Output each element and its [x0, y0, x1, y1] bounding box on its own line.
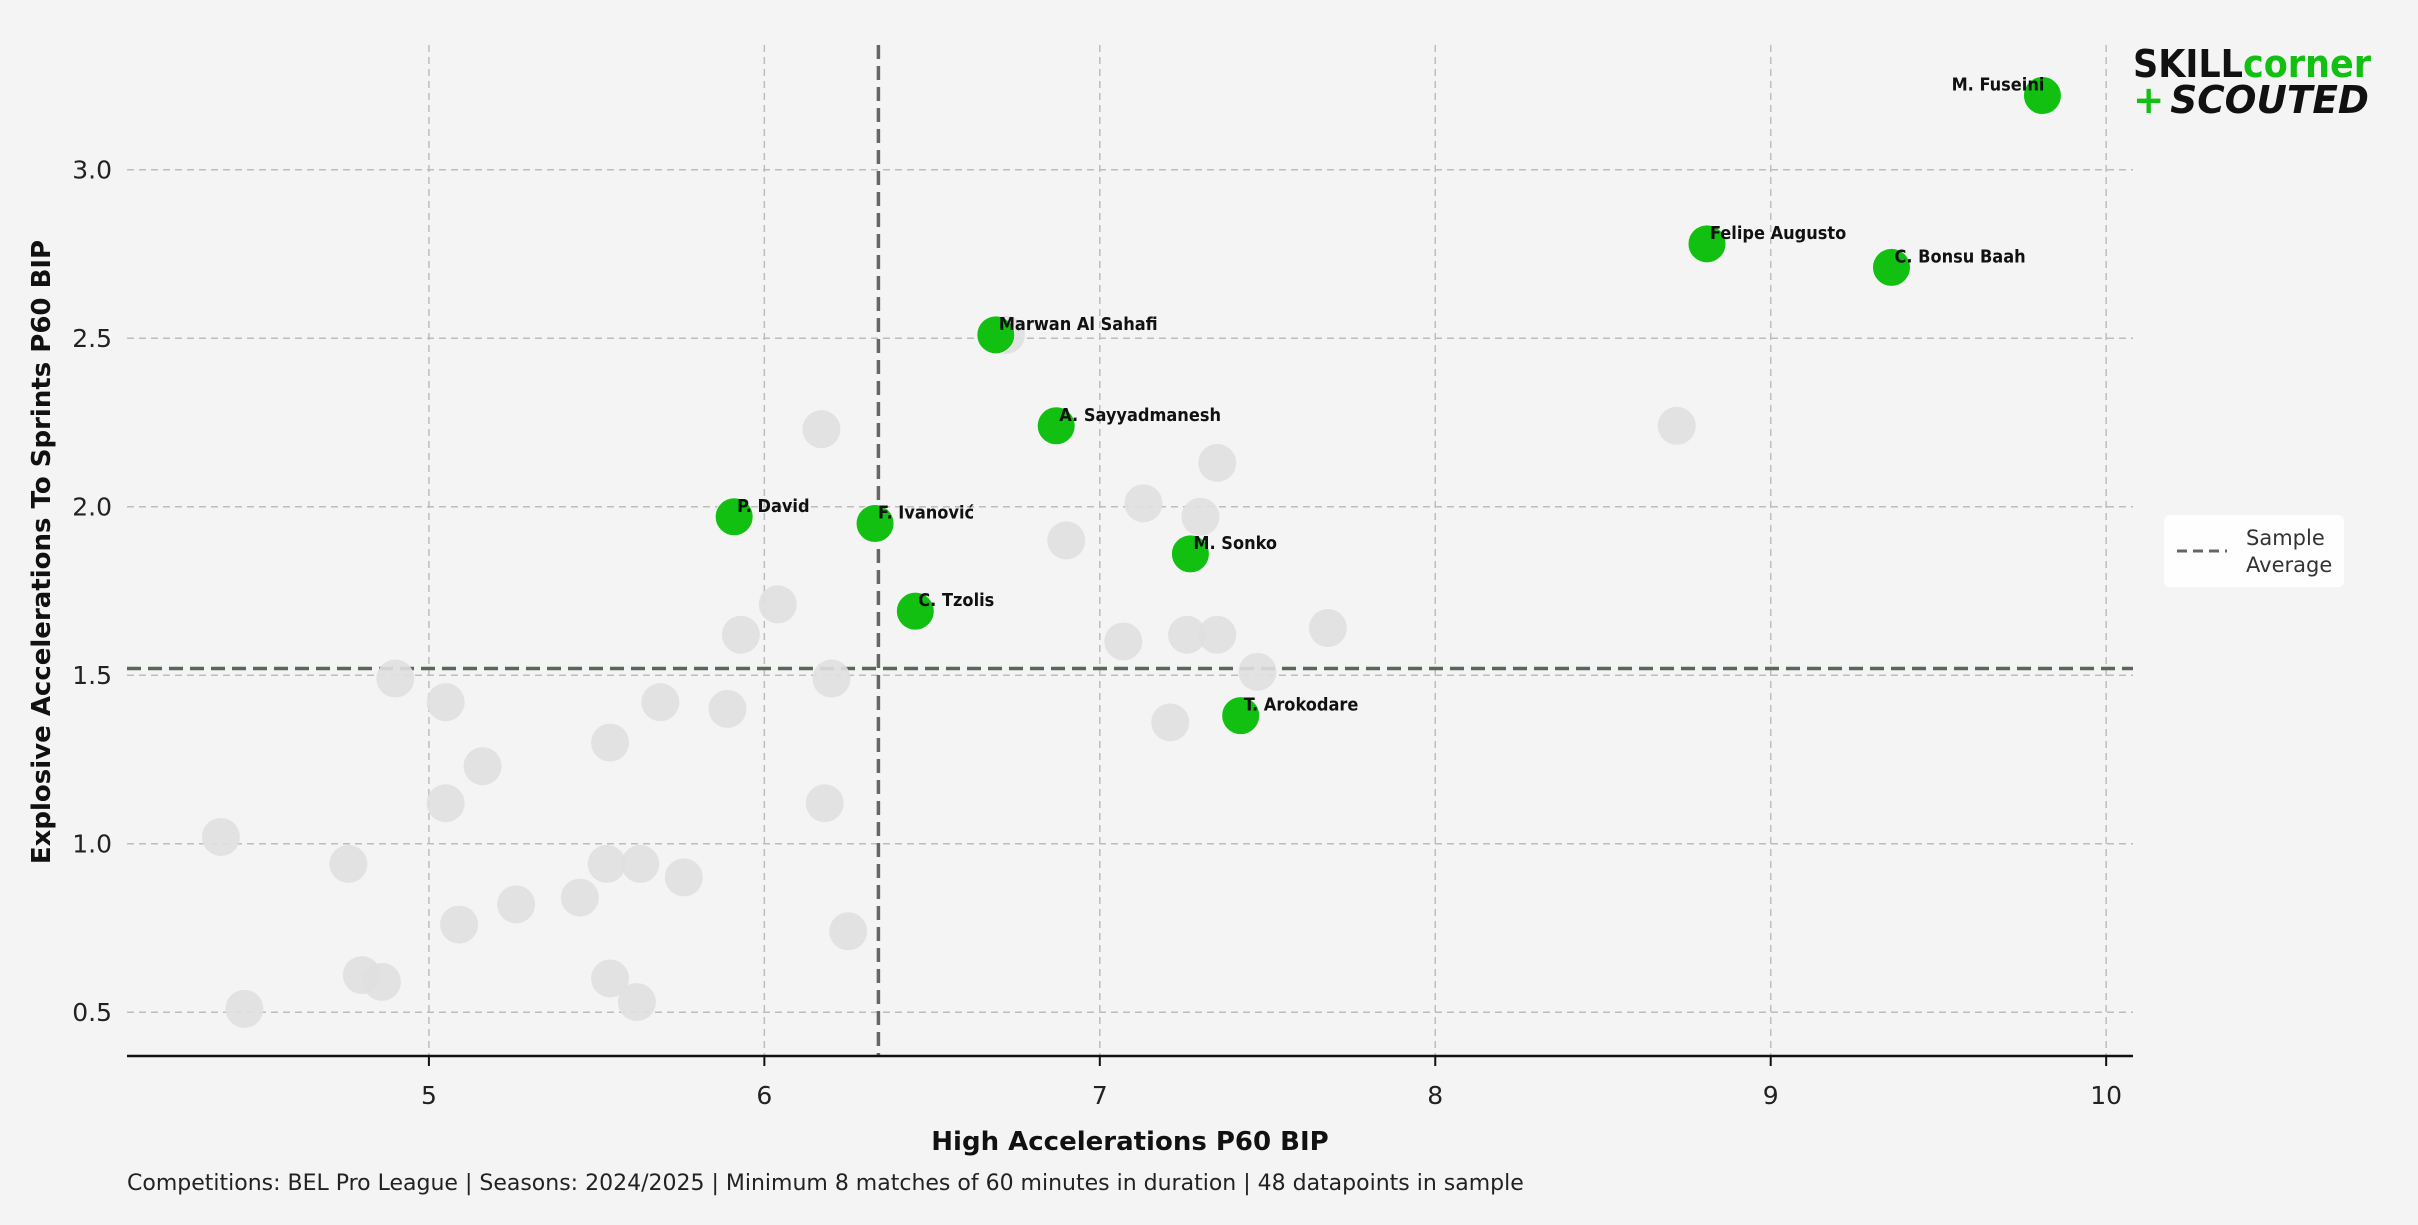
highlighted-point: [976, 315, 1016, 355]
logo-text-scouted: SCOUTED: [2170, 78, 2369, 122]
highlighted-point: [1170, 534, 1210, 574]
x-tick-label: 8: [1427, 1081, 1443, 1110]
point-label: T. Arokodare: [1244, 695, 1359, 716]
highlighted-point: [895, 591, 935, 631]
background-point: [1151, 703, 1190, 742]
background-point: [1124, 484, 1163, 523]
y-tick-label: 1.0: [72, 830, 112, 859]
background-point: [812, 659, 851, 698]
background-point: [426, 784, 465, 823]
axes: 5 6 7 8 9 10 0.5 1.0 1.5 2.0 2.5 3.0: [72, 156, 2133, 1110]
background-point: [1047, 521, 1086, 560]
y-tick-label: 0.5: [72, 998, 112, 1027]
highlighted-point: [714, 497, 754, 537]
point-label: F. Ivanović: [878, 503, 974, 524]
skillcorner-scouted-logo: SKILLcorner + SCOUTED: [2133, 42, 2371, 122]
background-point: [497, 885, 536, 924]
background-point: [708, 689, 747, 728]
x-tick-label: 7: [1092, 1081, 1108, 1110]
background-point: [1238, 652, 1277, 691]
point-label: Marwan Al Sahafi: [999, 314, 1158, 335]
y-tick-label: 2.5: [72, 324, 112, 353]
background-point: [225, 989, 264, 1028]
legend-box: [2164, 515, 2344, 587]
y-tick-label: 3.0: [72, 156, 112, 185]
background-point: [1657, 406, 1696, 445]
background-point: [1198, 443, 1237, 482]
point-label: C. Bonsu Baah: [1894, 246, 2025, 267]
highlighted-point: [1687, 224, 1727, 264]
background-point: [829, 912, 868, 951]
x-tick-label: 6: [756, 1081, 772, 1110]
x-axis-title: High Accelerations P60 BIP: [931, 1127, 1328, 1157]
background-point: [201, 817, 240, 856]
background-point: [1168, 615, 1207, 654]
background-point: [426, 683, 465, 722]
grid-lines: [127, 45, 2133, 1056]
background-point: [587, 844, 626, 883]
background-point: [621, 844, 660, 883]
highlighted-point: [2022, 76, 2062, 116]
point-label: M. Sonko: [1193, 533, 1277, 554]
legend-label-line2: Average: [2246, 553, 2332, 577]
point-label: A. Sayyadmanesh: [1059, 405, 1221, 426]
background-point: [1181, 497, 1220, 536]
svg-text:SKILLcorner: SKILLcorner: [2133, 42, 2371, 86]
x-tick-label: 5: [421, 1081, 437, 1110]
background-point: [376, 659, 415, 698]
background-point: [463, 747, 502, 786]
x-tick-label: 10: [2090, 1081, 2122, 1110]
x-tick-label: 9: [1763, 1081, 1779, 1110]
background-point: [1308, 609, 1347, 648]
background-point: [591, 959, 630, 998]
background-point: [591, 723, 630, 762]
point-label: P. David: [737, 496, 809, 517]
background-point: [440, 905, 479, 944]
background-point: [617, 983, 656, 1022]
legend: Sample Average: [2164, 515, 2344, 587]
logo-text-skill: SKILL: [2133, 42, 2243, 86]
y-tick-label: 1.5: [72, 661, 112, 690]
background-point: [362, 962, 401, 1001]
background-point: [805, 784, 844, 823]
y-tick-label: 2.0: [72, 493, 112, 522]
point-label: C. Tzolis: [918, 590, 994, 611]
y-axis-title: Explosive Accelerations To Sprints P60 B…: [27, 240, 57, 864]
legend-label-line1: Sample: [2246, 526, 2325, 550]
logo-text-corner: corner: [2243, 42, 2371, 86]
background-point: [802, 410, 841, 449]
sample-average-lines: [127, 45, 2133, 1056]
background-point: [1104, 622, 1143, 661]
highlighted-point: [855, 504, 895, 544]
footnote: Competitions: BEL Pro League | Seasons: …: [127, 1171, 1524, 1196]
background-point: [1198, 615, 1237, 654]
highlighted-point: [1221, 696, 1261, 736]
background-point: [329, 844, 368, 883]
background-point: [758, 585, 797, 624]
background-point: [641, 683, 680, 722]
highlighted-points: M. Fuseini Felipe Augusto C. Bonsu Baah Mar…: [714, 75, 2062, 736]
background-point: [664, 858, 703, 897]
highlighted-point: [1036, 406, 1076, 446]
point-label: Felipe Augusto: [1710, 223, 1846, 244]
svg-text:+SCOUTED: + SCOUTED: [2133, 78, 2369, 122]
background-point: [560, 878, 599, 917]
background-points: [201, 315, 1696, 1028]
background-point: [721, 615, 760, 654]
logo-text-plus: +: [2133, 78, 2164, 122]
highlighted-point: [1871, 247, 1911, 287]
point-label: M. Fuseini: [1952, 75, 2045, 96]
